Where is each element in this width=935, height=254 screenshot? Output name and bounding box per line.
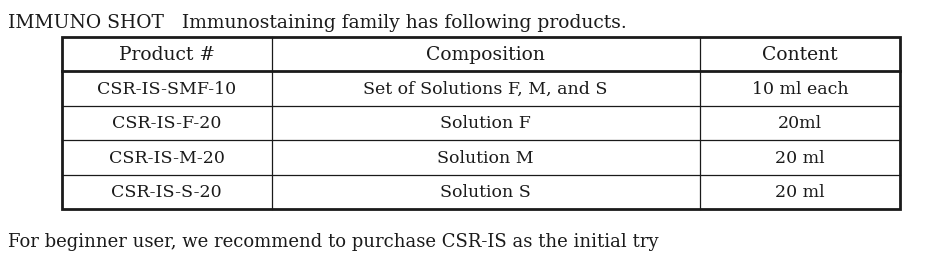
Text: Solution F: Solution F [440,115,531,132]
Text: IMMUNO SHOT   Immunostaining family has following products.: IMMUNO SHOT Immunostaining family has fo… [8,14,626,32]
Text: CSR-IS-SMF-10: CSR-IS-SMF-10 [97,81,237,98]
Text: 20 ml: 20 ml [775,184,825,200]
Text: Content: Content [762,46,838,64]
Text: Solution M: Solution M [438,149,534,166]
Text: CSR-IS-F-20: CSR-IS-F-20 [112,115,222,132]
Bar [62,38,900,209]
Text: Solution S: Solution S [440,184,531,200]
Text: CSR-IS-M-20: CSR-IS-M-20 [108,149,224,166]
Text: 20 ml: 20 ml [775,149,825,166]
Text: CSR-IS-S-20: CSR-IS-S-20 [111,184,223,200]
Text: Product #: Product # [119,46,215,64]
Text: 10 ml each: 10 ml each [752,81,848,98]
Text: Composition: Composition [426,46,545,64]
Text: For beginner user, we recommend to purchase CSR-IS as the initial try: For beginner user, we recommend to purch… [8,232,658,250]
Text: Set of Solutions F, M, and S: Set of Solutions F, M, and S [364,81,608,98]
Text: 20ml: 20ml [778,115,822,132]
